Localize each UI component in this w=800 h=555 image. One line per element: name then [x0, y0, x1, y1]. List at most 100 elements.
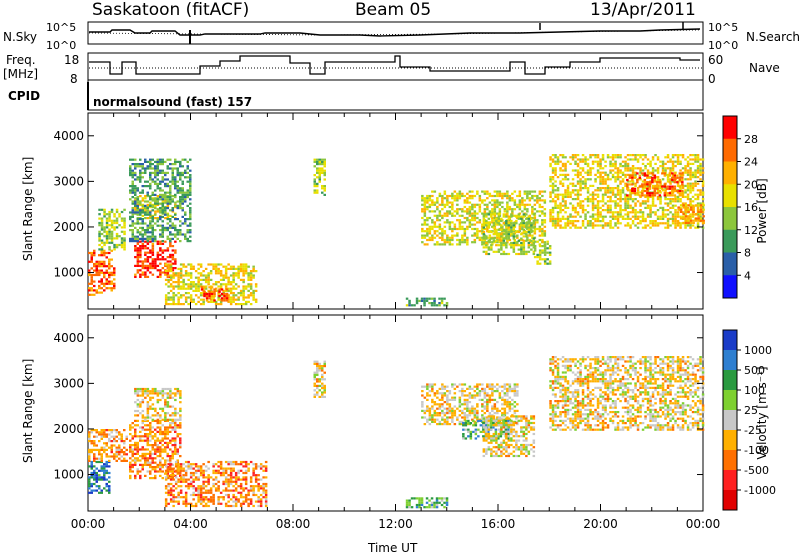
power-cell — [614, 165, 617, 167]
velocity-cell — [240, 470, 243, 472]
power-cell — [679, 194, 682, 196]
power-cell — [429, 199, 432, 201]
power-cell — [682, 154, 685, 156]
power-cell — [508, 227, 511, 229]
power-cell — [669, 172, 672, 174]
power-cell — [679, 190, 682, 192]
power-cell — [614, 161, 617, 163]
power-cell — [98, 265, 101, 267]
velocity-cell — [172, 455, 175, 457]
velocity-cell — [167, 485, 170, 487]
power-cell — [208, 295, 211, 297]
power-cell — [255, 301, 258, 303]
power-cell — [681, 183, 684, 185]
velocity-cell — [174, 424, 177, 426]
velocity-cell — [164, 435, 167, 437]
power-cell — [106, 252, 109, 254]
power-cell — [230, 301, 233, 303]
power-cell — [689, 176, 692, 178]
power-cell — [694, 156, 697, 158]
power-cell — [699, 167, 702, 169]
power-cell — [129, 165, 132, 167]
power-cell — [162, 159, 165, 161]
power-cell — [629, 194, 632, 196]
power-cell — [699, 174, 702, 176]
power-cell — [174, 218, 177, 220]
power-cell — [93, 263, 96, 265]
power-cell — [197, 268, 200, 270]
velocity-cell — [225, 487, 228, 489]
power-cell — [557, 163, 560, 165]
power-cell — [441, 202, 444, 204]
velocity-cell — [172, 498, 175, 500]
power-cell — [559, 227, 562, 229]
power-cell — [162, 170, 165, 172]
power-cell — [180, 285, 183, 287]
power-cell — [227, 277, 230, 279]
velocity-cell — [167, 401, 170, 403]
power-cell — [700, 204, 703, 206]
power-cell — [636, 179, 639, 181]
power-cell — [113, 270, 116, 272]
velocity-cell — [157, 431, 160, 433]
power-cell — [142, 189, 145, 191]
velocity-cell — [232, 476, 235, 478]
power-cell — [599, 180, 602, 182]
power-cell — [589, 154, 592, 156]
velocity-cell — [144, 429, 147, 431]
power-cell — [662, 213, 665, 215]
power-cell — [433, 298, 436, 300]
power-cell — [177, 238, 180, 240]
velocity-cell — [96, 481, 99, 483]
power-cell — [144, 231, 147, 233]
power-cell — [187, 303, 190, 305]
velocity-cell — [159, 414, 162, 416]
velocity-cell — [93, 460, 96, 462]
power-cell — [93, 265, 96, 267]
velocity-cell — [197, 490, 200, 492]
power-cell — [637, 222, 640, 224]
velocity-cell — [257, 485, 260, 487]
velocity-cell — [103, 433, 106, 435]
power-cell — [324, 178, 327, 180]
power-cell — [190, 263, 193, 265]
power-cell — [206, 293, 209, 295]
velocity-cell — [116, 455, 119, 457]
power-cell — [103, 250, 106, 252]
velocity-cell — [220, 465, 223, 467]
power-cell — [674, 186, 677, 188]
power-cell — [184, 222, 187, 224]
velocity-cell — [139, 388, 142, 390]
velocity-cell — [164, 451, 167, 453]
velocity-cell — [103, 476, 106, 478]
power-cell — [174, 227, 177, 229]
velocity-cell — [91, 442, 94, 444]
power-cell — [541, 221, 544, 223]
power-cell — [471, 213, 474, 215]
power-cell — [483, 251, 486, 253]
power-cell — [316, 159, 319, 161]
power-cell — [255, 299, 258, 301]
velocity-cell — [132, 466, 135, 468]
power-cell — [232, 292, 235, 294]
power-cell — [582, 220, 585, 222]
velocity-cell — [106, 479, 109, 481]
power-cell — [111, 233, 114, 235]
power-cell — [672, 165, 675, 167]
power-cell — [549, 218, 552, 220]
power-cell — [449, 206, 452, 208]
power-cell — [674, 177, 677, 179]
velocity-cell — [227, 474, 230, 476]
power-cell — [185, 272, 188, 274]
power-cell — [687, 198, 690, 200]
velocity-cell — [205, 505, 208, 507]
power-cell — [564, 176, 567, 178]
power-cell — [602, 196, 605, 198]
power-cell — [167, 249, 170, 251]
power-cell — [101, 222, 104, 224]
power-cell — [454, 210, 457, 212]
power-cell — [108, 261, 111, 263]
power-cell — [197, 277, 200, 279]
power-cell — [649, 194, 652, 196]
velocity-cell — [202, 472, 205, 474]
